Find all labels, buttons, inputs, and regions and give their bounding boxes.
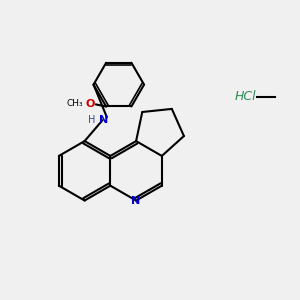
Text: CH₃: CH₃ — [67, 99, 83, 108]
Text: HCl: HCl — [234, 90, 256, 103]
Text: O: O — [85, 98, 94, 109]
Text: N: N — [99, 115, 109, 125]
Text: H: H — [88, 115, 96, 125]
Text: N: N — [131, 196, 141, 206]
